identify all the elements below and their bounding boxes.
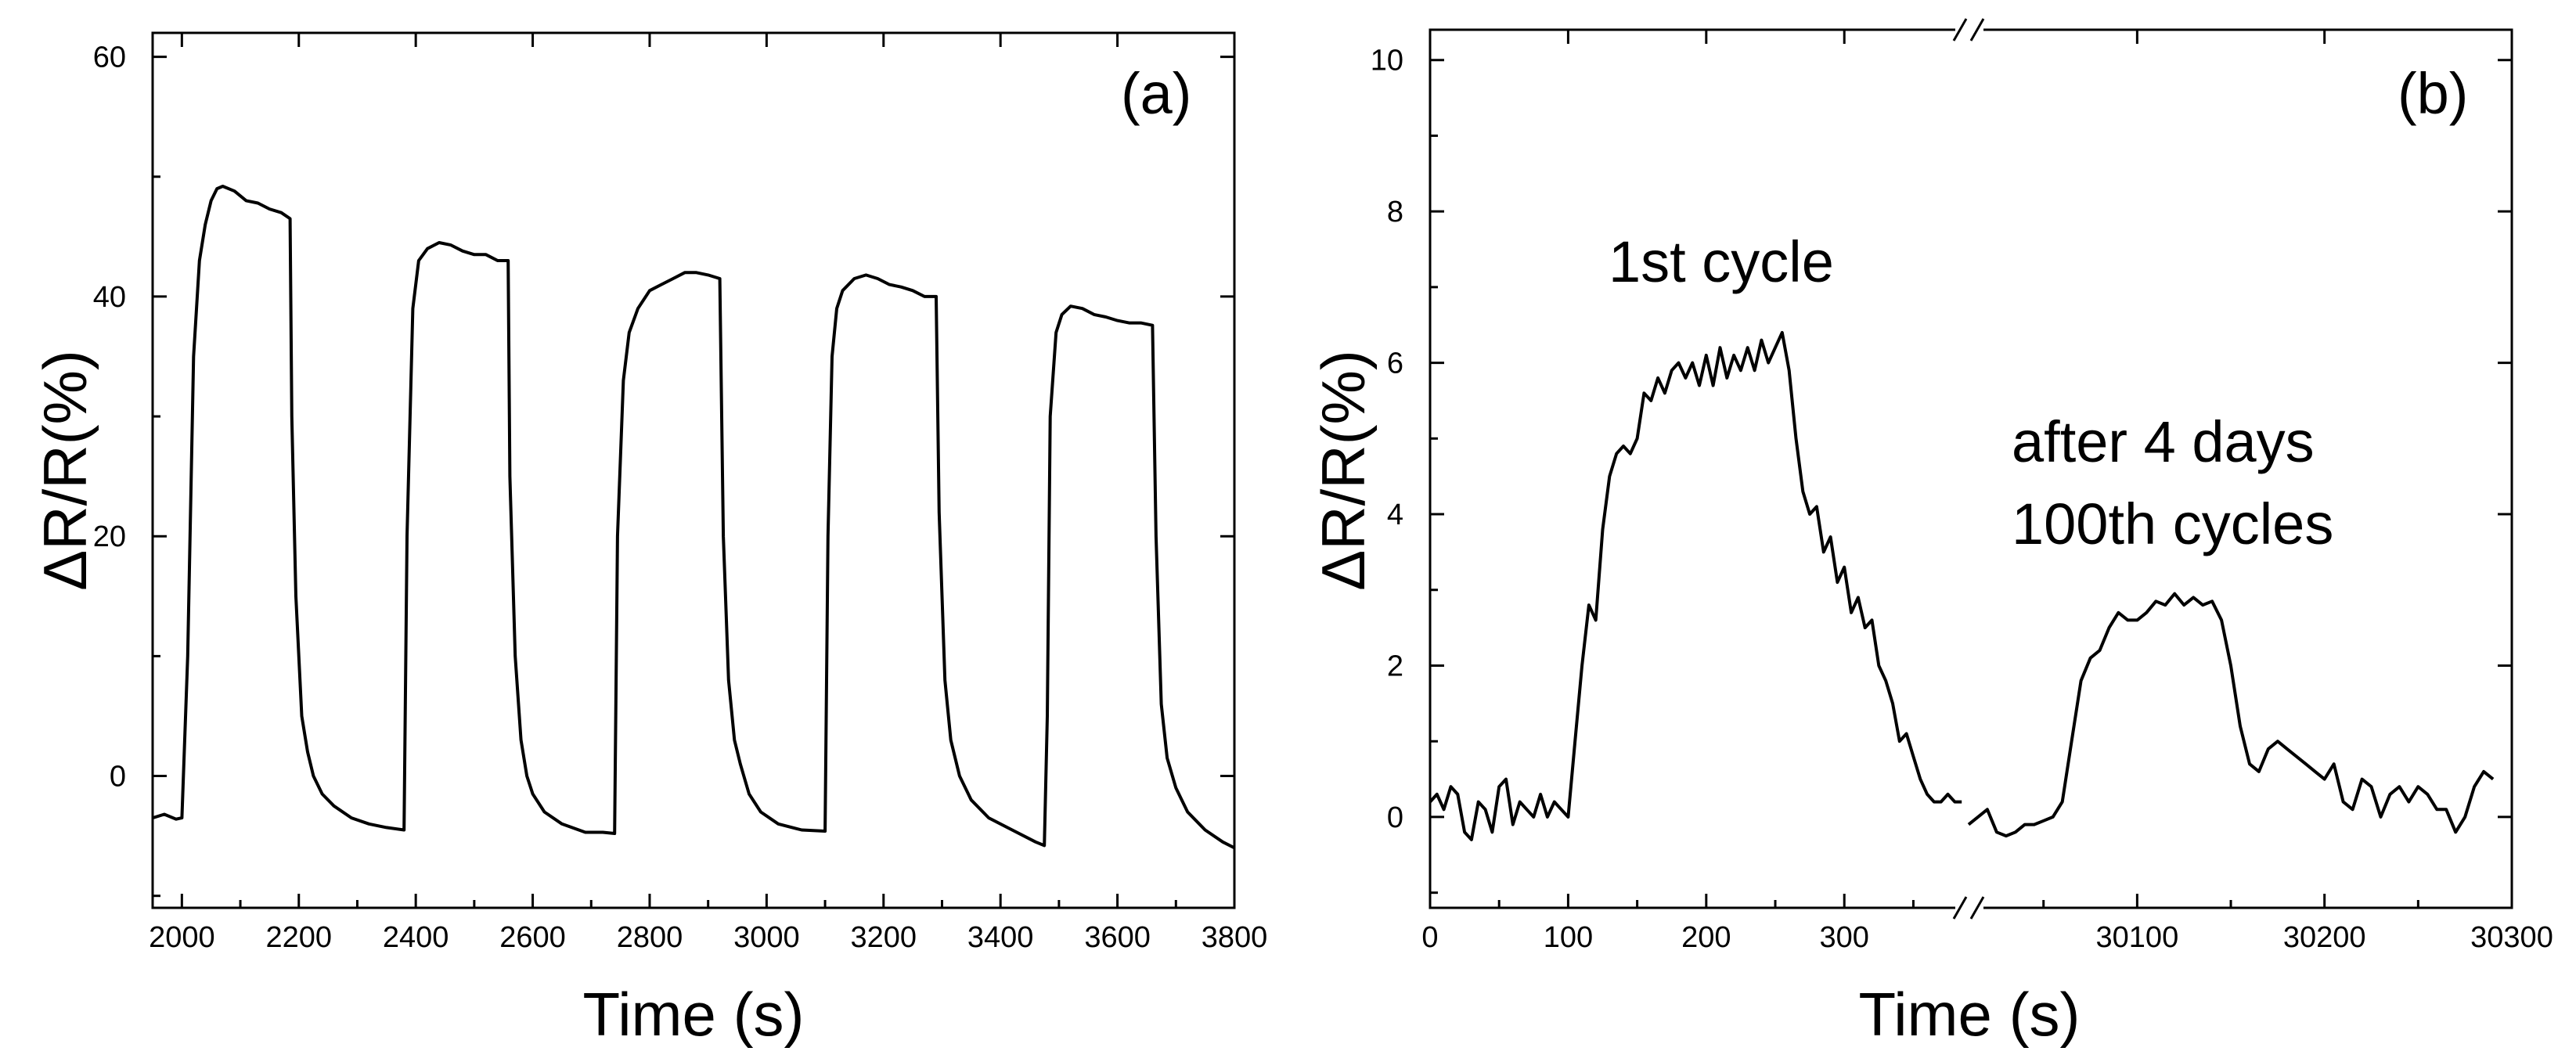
annotation-100th-cycles: 100th cycles xyxy=(2012,491,2333,556)
x-tick-label: 100 xyxy=(1544,921,1593,954)
y-tick-label: 60 xyxy=(93,41,126,74)
annotation-after-4-days: after 4 days xyxy=(2012,409,2315,474)
y-tick-label: 0 xyxy=(110,761,126,794)
y-tick-label: 20 xyxy=(93,520,126,553)
x-tick-label: 3400 xyxy=(967,921,1034,954)
x-tick-label: 3200 xyxy=(851,921,917,954)
panel-b: 0 100 200 300 30100 30200 30300 0 2 4 6 8 10 (b) 1st… xyxy=(1309,18,2553,1049)
panel-b-series-line-100th-cycle xyxy=(1967,592,2495,838)
y-tick-label: 40 xyxy=(93,281,126,314)
y-tick-label: 0 xyxy=(1387,801,1403,834)
x-tick-label: 3800 xyxy=(1202,921,1268,954)
x-tick-label: 2600 xyxy=(499,921,566,954)
y-tick-label: 8 xyxy=(1387,196,1403,229)
panel-a: 2000 2200 2400 2600 2800 3000 3200 3400 3600 3800… xyxy=(31,31,1268,1049)
panel-b-frame xyxy=(1429,28,2513,909)
panel-a-frame xyxy=(151,31,1236,909)
x-tick-label: 3600 xyxy=(1084,921,1151,954)
x-tick-label: 30100 xyxy=(2096,921,2179,954)
annotation-1st-cycle: 1st cycle xyxy=(1609,229,1834,294)
panel-b-series-line-1st-cycle xyxy=(1429,330,1962,841)
x-tick-label: 30300 xyxy=(2470,921,2553,954)
y-tick-label: 4 xyxy=(1387,499,1403,531)
x-tick-label: 200 xyxy=(1681,921,1731,954)
panel-b-xlabel: Time (s) xyxy=(1858,980,2080,1049)
panel-a-tick-labels: 2000 2200 2400 2600 2800 3000 3200 3400 3600 3800… xyxy=(93,41,1268,954)
y-tick-label: 2 xyxy=(1387,650,1403,682)
panel-a-label: (a) xyxy=(1121,61,1191,126)
panel-b-ticks xyxy=(1429,30,2513,908)
x-tick-label: 2000 xyxy=(149,921,215,954)
x-tick-label: 2400 xyxy=(383,921,449,954)
panel-a-xlabel: Time (s) xyxy=(582,980,804,1049)
y-tick-label: 6 xyxy=(1387,347,1403,380)
x-tick-label: 300 xyxy=(1820,921,1869,954)
y-tick-label: 10 xyxy=(1371,45,1403,77)
x-tick-label: 3000 xyxy=(733,921,800,954)
x-tick-label: 30200 xyxy=(2283,921,2366,954)
panel-a-ticks xyxy=(153,33,1236,908)
axis-break-top xyxy=(1952,18,1985,41)
panel-a-ylabel: ΔR/R(%) xyxy=(31,350,99,591)
panel-b-tick-labels: 0 100 200 300 30100 30200 30300 0 2 4 6 8 10 xyxy=(1371,45,2553,954)
axis-break-bottom xyxy=(1952,896,1985,920)
panel-b-label: (b) xyxy=(2398,61,2468,126)
x-tick-label: 0 xyxy=(1421,921,1438,954)
panel-b-ylabel: ΔR/R(%) xyxy=(1309,350,1378,591)
x-tick-label: 2800 xyxy=(617,921,683,954)
x-tick-label: 2200 xyxy=(265,921,332,954)
panel-a-series-line xyxy=(152,185,1235,850)
